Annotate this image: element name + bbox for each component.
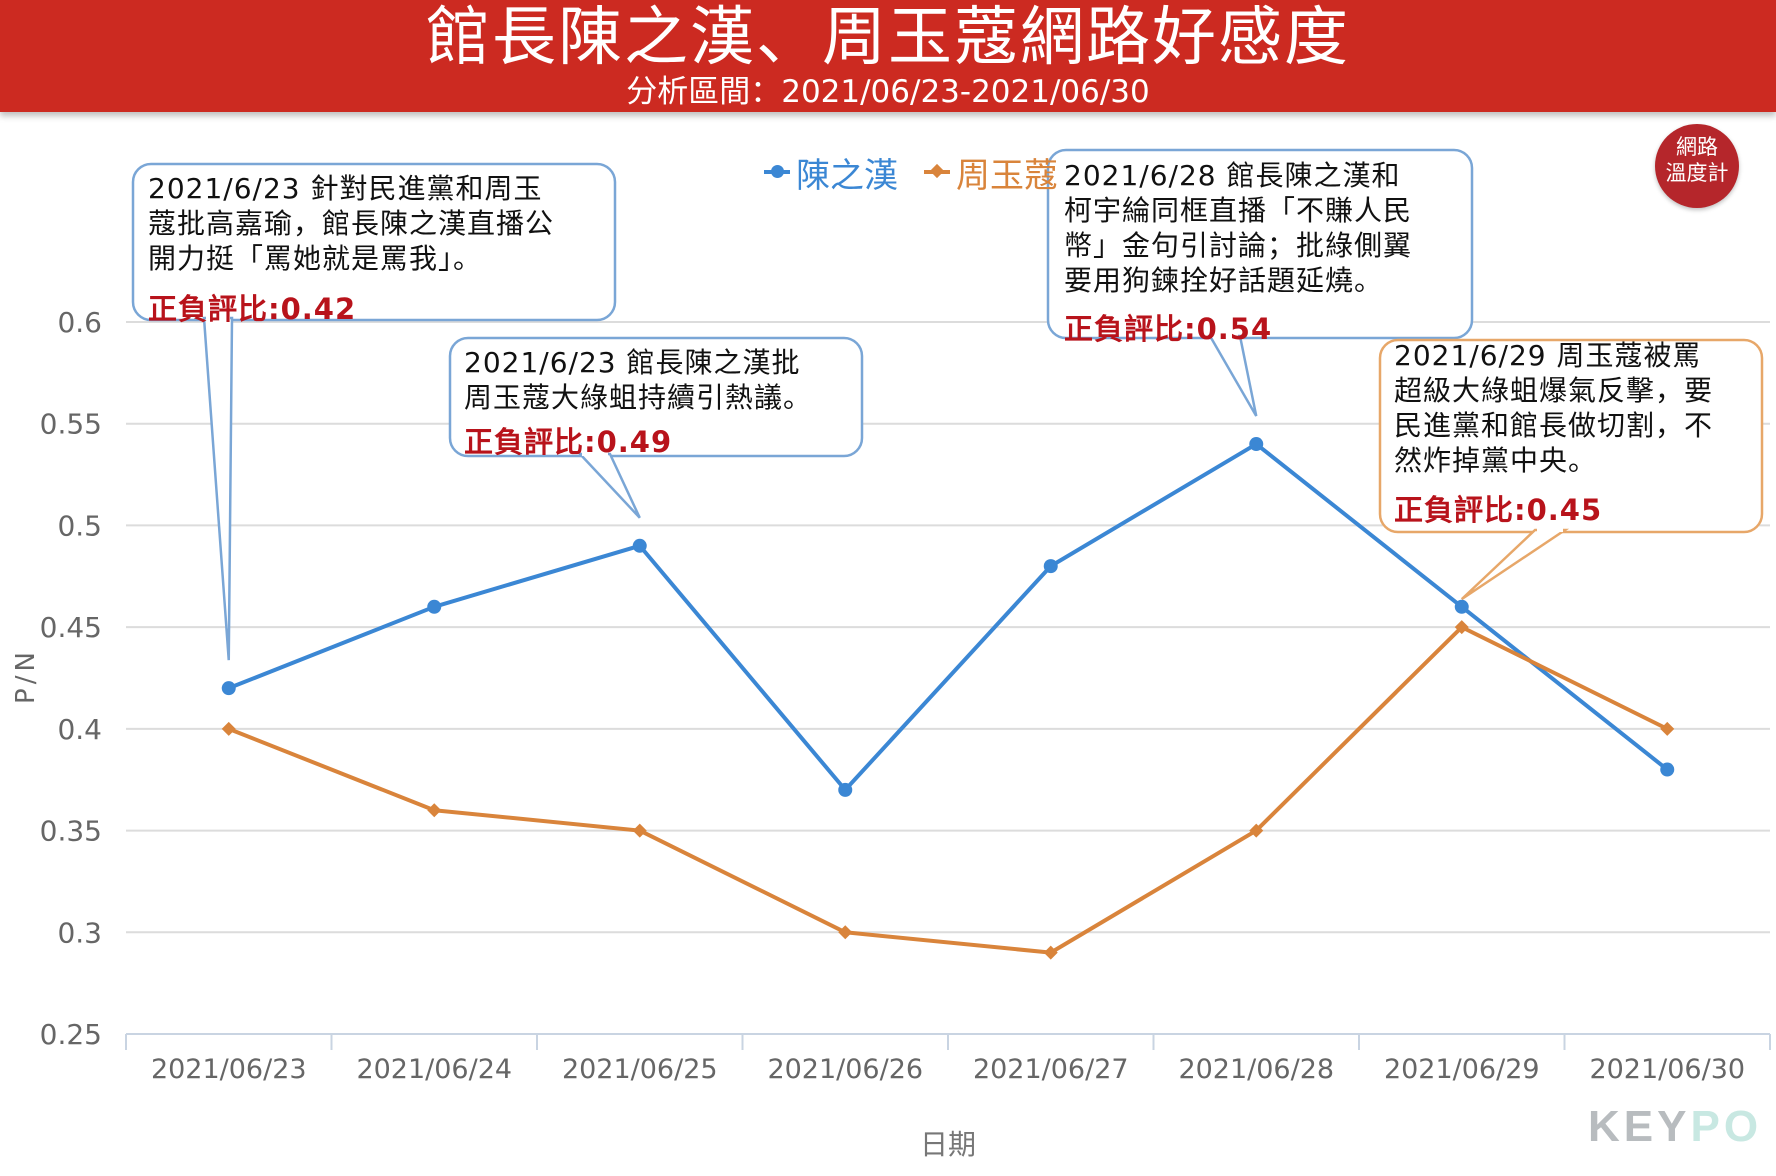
keypo-watermark: KEYPO xyxy=(1588,1102,1763,1151)
callout-3-bubble-pointer xyxy=(1207,334,1258,417)
data-point xyxy=(1660,762,1675,777)
data-point xyxy=(1043,559,1058,574)
callout-3-bubble xyxy=(1046,148,1474,340)
y-tick-label: 0.5 xyxy=(57,509,102,542)
x-tick-label: 2021/06/30 xyxy=(1589,1054,1745,1085)
callout-4-text: 2021/6/29 周玉蔻被罵 超級大綠蛆爆氣反擊，要 民進黨和館長做切割，不 … xyxy=(1394,339,1714,477)
data-point xyxy=(632,823,647,838)
callout-2-bubble-pointer xyxy=(577,452,641,519)
y-tick-label: 0.25 xyxy=(40,1018,102,1051)
y-tick-label: 0.45 xyxy=(40,611,102,644)
page-title: 館長陳之漢、周玉蔻網路好感度 xyxy=(426,1,1350,75)
y-tick-label: 0.6 xyxy=(57,306,102,339)
data-point xyxy=(427,803,442,818)
page-subtitle: 分析區間：2021/06/23-2021/06/30 xyxy=(626,74,1150,110)
data-point xyxy=(1454,599,1469,614)
y-tick-label: 0.4 xyxy=(57,713,102,746)
callout-2-bubble xyxy=(448,336,864,458)
callout-1-bubble xyxy=(131,162,617,322)
legend-label-chen: 陳之漢 xyxy=(796,155,898,196)
series-line-1 xyxy=(228,625,1669,955)
legend-item-chen[interactable]: 陳之漢 xyxy=(764,148,898,197)
callout-1-text: 2021/6/23 針對民進黨和周玉 蔻批高嘉瑜，館長陳之漢直播公 開力挺「罵她… xyxy=(148,172,555,275)
y-axis-title: P/N xyxy=(11,648,41,704)
x-tick-label: 2021/06/28 xyxy=(1178,1054,1334,1085)
x-axis-title: 日期 xyxy=(920,1128,976,1161)
legend-marker-zhou xyxy=(924,162,950,182)
data-point xyxy=(1043,945,1058,960)
data-point xyxy=(1660,721,1675,736)
x-tick-label: 2021/06/26 xyxy=(767,1054,923,1085)
x-tick-label: 2021/06/25 xyxy=(562,1054,718,1085)
data-point xyxy=(427,599,442,614)
x-tick-label: 2021/06/23 xyxy=(151,1054,307,1085)
data-point xyxy=(221,681,236,696)
callout-2-ratio: 正負評比:0.49 xyxy=(464,425,673,459)
callout-4-bubble-pointer xyxy=(1460,528,1570,601)
data-point xyxy=(838,782,853,797)
x-tick-label: 2021/06/29 xyxy=(1384,1054,1540,1085)
callout-2-text: 2021/6/23 館長陳之漢批 周玉蔻大綠蛆持續引熱議。 xyxy=(464,346,813,414)
callout-1-bubble-pointer xyxy=(202,316,234,661)
legend-item-zhou[interactable]: 周玉蔻 xyxy=(924,148,1058,197)
data-point xyxy=(221,721,236,736)
data-point xyxy=(632,538,647,553)
callout-3-ratio: 正負評比:0.54 xyxy=(1064,312,1273,346)
series-line-0 xyxy=(228,442,1669,792)
callout-1-ratio: 正負評比:0.42 xyxy=(148,292,357,326)
callout-4-ratio: 正負評比:0.45 xyxy=(1394,493,1603,527)
callout-3-text: 2021/6/28 館長陳之漢和 柯宇綸同框直播「不賺人民 幣」金句引討論；批綠… xyxy=(1064,159,1413,297)
badge-line-1: 網路 xyxy=(1676,135,1718,159)
data-point xyxy=(838,925,853,940)
chart-legend: 陳之漢 周玉蔻 xyxy=(764,152,1058,196)
data-point xyxy=(1249,437,1264,452)
legend-label-zhou: 周玉蔻 xyxy=(956,155,1058,196)
data-point xyxy=(1454,620,1469,635)
badge-line-2: 溫度計 xyxy=(1665,161,1729,185)
x-tick-label: 2021/06/27 xyxy=(973,1054,1129,1085)
legend-marker-chen xyxy=(764,162,790,182)
callout-4-bubble xyxy=(1378,338,1764,534)
header-banner: 館長陳之漢、周玉蔻網路好感度 分析區間：2021/06/23-2021/06/3… xyxy=(0,0,1776,112)
data-point xyxy=(1249,823,1264,838)
y-tick-label: 0.3 xyxy=(57,916,102,949)
x-tick-label: 2021/06/24 xyxy=(356,1054,512,1085)
thermometer-logo-badge: 網路 溫度計 xyxy=(1655,124,1739,208)
y-tick-label: 0.35 xyxy=(40,815,102,848)
y-tick-label: 0.55 xyxy=(40,408,102,441)
